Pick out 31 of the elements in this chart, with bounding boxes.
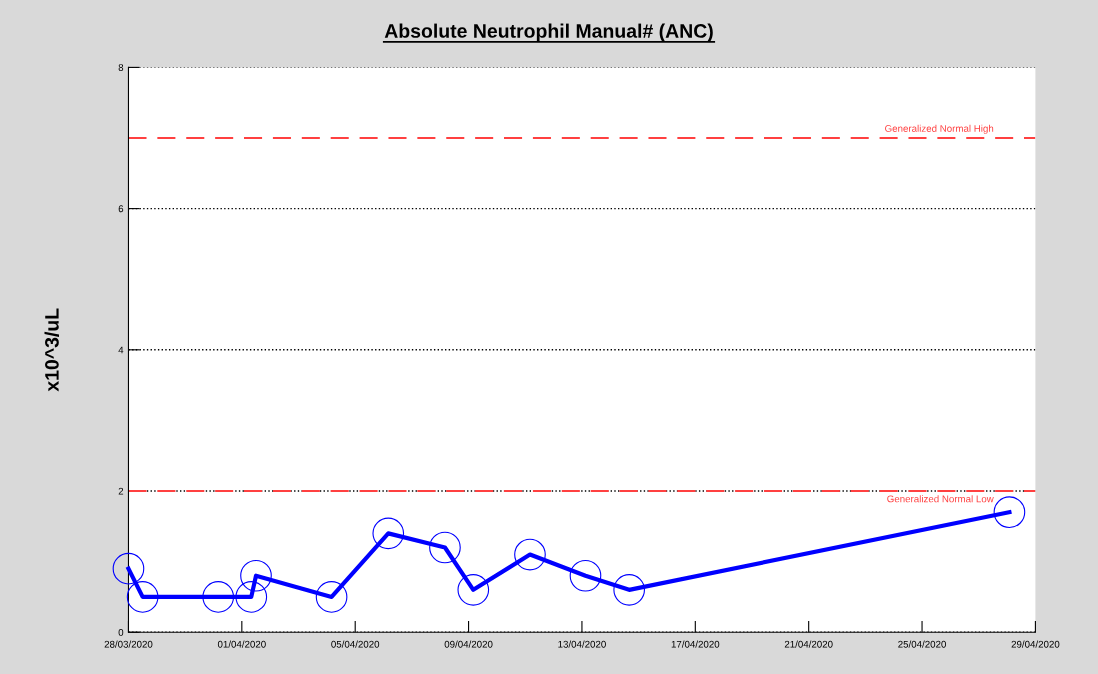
x-tick-label: 17/04/2020 [671, 640, 720, 648]
ref-line-label: Generalized Normal Low [887, 495, 994, 503]
y-tick-label: 2 [118, 487, 124, 495]
x-tick-label: 01/04/2020 [217, 640, 266, 648]
chart-title: Absolute Neutrophil Manual# (ANC) [384, 23, 713, 42]
point [429, 531, 461, 564]
x-tick-label: 25/04/2020 [898, 640, 946, 648]
x-tick-label: 21/04/2020 [784, 640, 833, 648]
y-tick-label: 8 [118, 64, 124, 72]
ref-line-label: Generalized Normal High [885, 124, 994, 134]
point [112, 552, 145, 585]
point [202, 581, 235, 613]
point [514, 538, 546, 571]
point [126, 581, 159, 613]
x-tick-label: 13/04/2020 [558, 640, 606, 648]
point [993, 496, 1026, 529]
x-tick-label: 29/04/2020 [1011, 640, 1060, 648]
y-axis-title: x10^3/uL [44, 308, 59, 392]
x-tick-label: 05/04/2020 [331, 640, 380, 648]
point [240, 559, 272, 592]
point [235, 581, 268, 613]
point [569, 559, 602, 592]
point [457, 574, 490, 606]
y-tick-label: 0 [118, 628, 124, 636]
x-tick-label: 28/03/2020 [104, 640, 153, 648]
y-tick-label: 6 [118, 205, 124, 213]
point [315, 581, 348, 613]
x-tick-label: 09/04/2020 [444, 640, 493, 648]
point [613, 574, 646, 606]
point [372, 517, 405, 550]
y-tick-label: 4 [118, 346, 124, 354]
